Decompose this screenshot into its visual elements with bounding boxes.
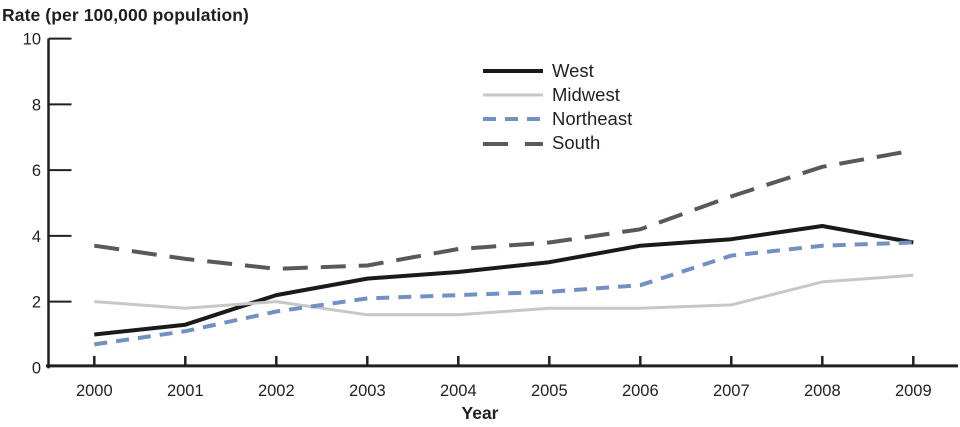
series-line-south [94,148,914,271]
series-line-west [94,224,914,337]
x-tick-label: 2005 [531,382,568,400]
x-tick-label: 2000 [76,382,113,400]
x-axis-title: Year [462,403,499,423]
legend-line-sample-northeast [483,117,543,122]
legend-item-northeast: Northeast [482,107,632,131]
y-tick-label: 4 [32,228,41,246]
x-tick-label: 2004 [440,382,477,400]
legend-item-west: West [482,59,632,83]
legend-line-sample-midwest [483,93,543,97]
legend-line-sample-south [483,141,543,146]
legend-label-south: South [552,132,601,154]
x-tick-label: 2006 [622,382,659,400]
chart-legend: West Midwest Northeast South [482,59,632,156]
y-tick-label: 0 [32,359,41,377]
y-axis-title: Rate (per 100,000 population) [2,5,249,25]
legend-line-sample-west [483,69,543,74]
legend-item-midwest: Midwest [482,83,632,107]
x-tick-label: 2002 [258,382,295,400]
legend-label-northeast: Northeast [552,108,633,130]
y-tick-label: 6 [32,162,41,180]
legend-label-west: West [552,59,594,81]
legend-item-south: South [482,132,632,156]
x-tick-label: 2001 [167,382,204,400]
x-tick-label: 2007 [713,382,750,400]
y-tick-label: 10 [23,31,41,49]
series-line-midwest [94,273,914,317]
x-tick-label: 2008 [804,382,841,400]
series-line-northeast [94,240,914,347]
y-tick-label: 8 [32,96,41,114]
x-tick-label: 2003 [349,382,386,400]
x-tick-label: 2009 [895,382,932,400]
legend-label-midwest: Midwest [552,84,620,106]
y-tick-label: 2 [32,294,41,312]
